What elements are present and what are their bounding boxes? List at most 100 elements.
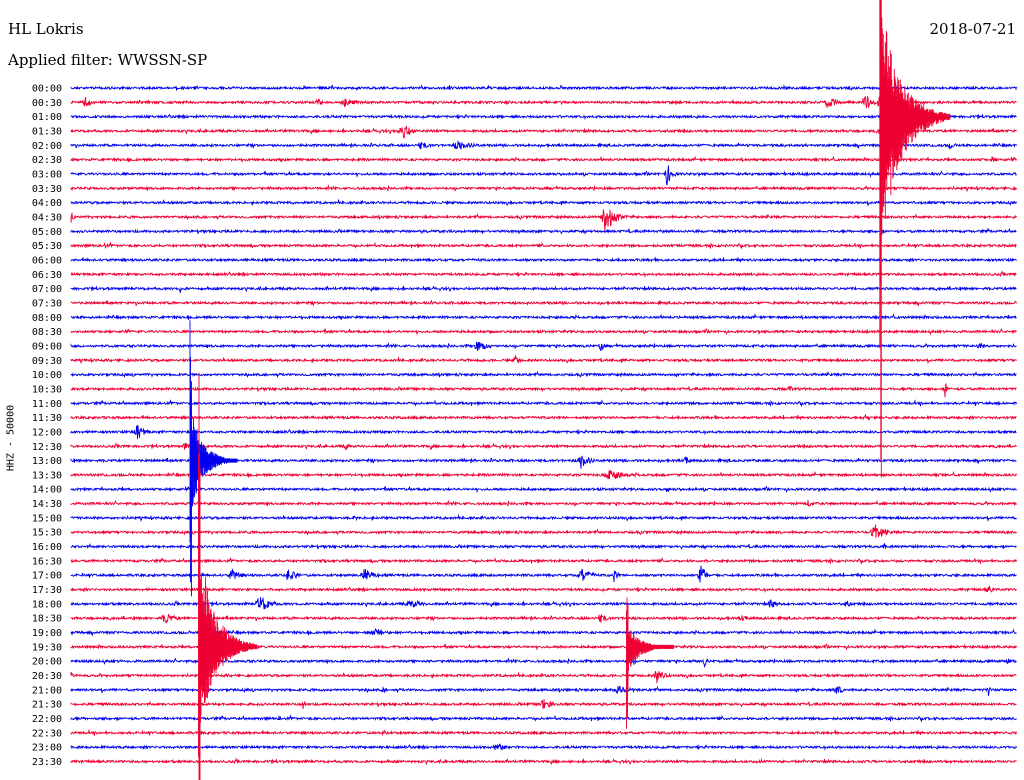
trace-line (70, 414, 1017, 422)
row-time-label: 15:00 (32, 513, 62, 524)
trace-line (70, 499, 1017, 507)
row-time-label: 04:00 (32, 198, 62, 209)
trace-line (70, 313, 1017, 321)
row-time-label: 04:30 (32, 212, 62, 223)
earthquake-event (879, 0, 951, 478)
trace-line (70, 256, 1017, 263)
row-time-label: 14:30 (32, 499, 62, 510)
trace-line (70, 556, 1017, 565)
earthquake-event (626, 597, 674, 729)
row-time-label: 09:00 (32, 341, 62, 352)
row-time-label: 11:00 (32, 399, 62, 410)
row-time-label: 15:30 (32, 528, 62, 539)
row-time-label: 22:00 (32, 714, 62, 725)
row-time-label: 03:30 (32, 184, 62, 195)
row-time-label: 23:30 (32, 757, 62, 768)
trace-line (70, 424, 1017, 440)
row-time-label: 01:00 (32, 112, 62, 123)
station-name: HL Lokris (8, 20, 84, 38)
row-time-label: 05:00 (32, 227, 62, 238)
trace-line (70, 95, 1017, 109)
trace-line (70, 699, 1017, 710)
row-time-label: 21:00 (32, 685, 62, 696)
row-time-label: 01:30 (32, 126, 62, 137)
row-time-label: 22:30 (32, 728, 62, 739)
trace-line (70, 209, 1017, 231)
row-time-label: 07:00 (32, 284, 62, 295)
record-date: 2018-07-21 (929, 20, 1016, 38)
row-time-label: 07:30 (32, 298, 62, 309)
row-time-label: 08:00 (32, 313, 62, 324)
row-time-label: 18:30 (32, 614, 62, 625)
row-time-label: 17:00 (32, 571, 62, 582)
trace-line (70, 513, 1017, 522)
row-time-label: 09:30 (32, 356, 62, 367)
trace-line (70, 383, 1017, 398)
trace-line (70, 524, 1017, 538)
trace-line (70, 184, 1017, 193)
trace-line (70, 657, 1017, 668)
trace-line (70, 685, 1017, 697)
row-time-label: 00:00 (32, 84, 62, 95)
row-time-label: 17:30 (32, 585, 62, 596)
trace-line (70, 227, 1017, 235)
trace-line (70, 469, 1017, 480)
trace-line (70, 485, 1017, 494)
trace-line (70, 613, 1017, 624)
trace-line (70, 155, 1017, 163)
earthquake-event (198, 372, 258, 780)
trace-line (70, 328, 1017, 336)
trace-line (70, 165, 1017, 186)
row-time-label: 23:00 (32, 743, 62, 754)
row-time-label: 20:00 (32, 657, 62, 668)
row-time-label: 16:00 (32, 542, 62, 553)
row-time-label: 06:30 (32, 270, 62, 281)
row-time-label: 08:30 (32, 327, 62, 338)
row-time-label: 19:00 (32, 628, 62, 639)
row-time-label: 13:30 (32, 470, 62, 481)
filter-label: Applied filter: WWSSN-SP (8, 51, 208, 69)
trace-line (70, 241, 1017, 250)
trace-line (70, 399, 1017, 408)
trace-line (70, 84, 1017, 91)
trace-line (70, 285, 1017, 293)
row-time-label: 10:30 (32, 384, 62, 395)
trace-line (70, 140, 1017, 150)
row-time-label: 21:30 (32, 700, 62, 711)
row-time-label: 02:00 (32, 141, 62, 152)
trace-line (70, 728, 1017, 737)
trace-line (70, 341, 1017, 352)
trace-line (70, 442, 1017, 451)
trace-line (70, 597, 1017, 610)
trace-line (70, 112, 1017, 121)
row-time-label: 11:30 (32, 413, 62, 424)
trace-line (70, 585, 1017, 594)
row-time-label: 13:00 (32, 456, 62, 467)
row-time-label: 19:30 (32, 642, 62, 653)
row-time-label: 12:30 (32, 442, 62, 453)
earthquake-event (189, 320, 238, 597)
trace-line (70, 355, 1017, 365)
trace-line (70, 628, 1017, 637)
row-time-label: 06:00 (32, 255, 62, 266)
trace-line (70, 743, 1017, 751)
trace-line (70, 714, 1017, 723)
row-time-label: 14:00 (32, 485, 62, 496)
trace-line (70, 198, 1017, 207)
row-time-label: 20:30 (32, 671, 62, 682)
row-time-label: 05:30 (32, 241, 62, 252)
trace-line (70, 125, 1017, 140)
row-time-label: 12:00 (32, 427, 62, 438)
row-time-label: 16:30 (32, 556, 62, 567)
trace-line (70, 757, 1017, 766)
trace-line (70, 565, 1017, 583)
trace-line (70, 370, 1017, 379)
row-time-label: 18:00 (32, 599, 62, 610)
trace-line (70, 543, 1017, 551)
trace-line (70, 270, 1017, 278)
row-time-label: 00:30 (32, 98, 62, 109)
trace-line (70, 671, 1017, 684)
row-time-label: 02:30 (32, 155, 62, 166)
row-time-label: 10:00 (32, 370, 62, 381)
